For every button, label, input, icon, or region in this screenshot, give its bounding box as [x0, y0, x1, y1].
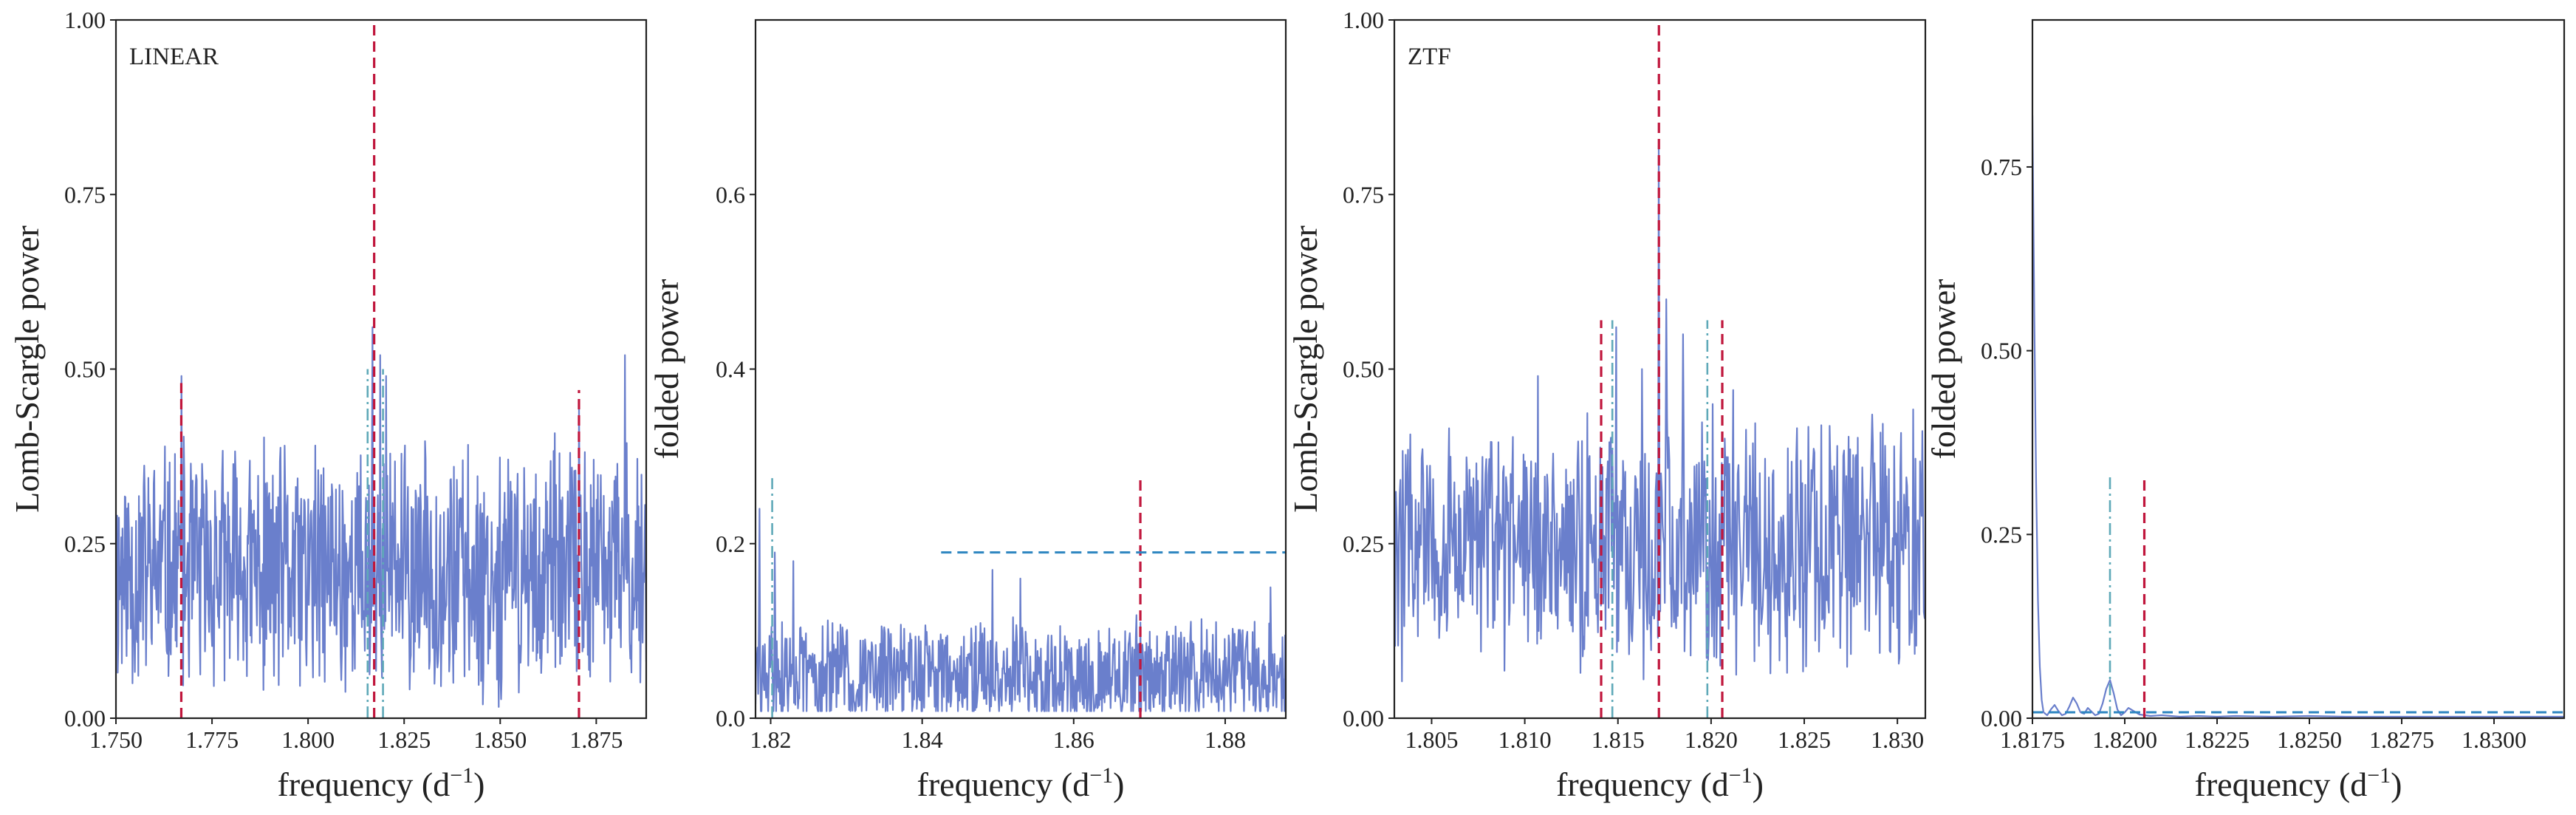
panel-label: LINEAR [129, 44, 219, 70]
x-axis-label: frequency (d−1) [278, 763, 485, 803]
x-tick-label: 1.8175 [2000, 726, 2065, 753]
y-tick-label: 0.25 [1981, 521, 2022, 548]
x-axis-label-close: ) [1753, 765, 1764, 803]
ticks-layer: 1.805 1.810 1.815 1.820 1.825 1.830 0.00 0.25 0.… [1343, 7, 1924, 753]
y-tick-label: 1.00 [1343, 7, 1384, 33]
x-axis-label-text: frequency (d [1556, 765, 1729, 803]
y-tick-label: 0.50 [1343, 356, 1384, 383]
x-tick-label: 1.820 [1685, 726, 1738, 753]
x-tick-label: 1.88 [1205, 726, 1246, 753]
ticks-layer: 1.750 1.775 1.800 1.825 1.850 1.875 0.00 0.25 0.… [64, 7, 623, 753]
x-tick-label: 1.805 [1405, 726, 1458, 753]
panel-1: 1.750 1.775 1.800 1.825 1.850 1.875 0.00 0.25 0.… [8, 7, 648, 803]
x-tick-label: 1.82 [750, 726, 792, 753]
x-axis-label-text: frequency (d [278, 765, 451, 803]
x-axis-label-superscript: −1 [1089, 763, 1113, 788]
x-axis-label-close: ) [2391, 765, 2402, 803]
x-axis-label-close: ) [1113, 765, 1124, 803]
y-tick-label: 0.25 [64, 531, 106, 557]
reference-lines-layer [1600, 20, 1724, 718]
reference-lines-layer [2032, 475, 2564, 718]
power-series-line [756, 508, 1286, 712]
ticks-layer: 1.82 1.84 1.86 1.88 0.0 0.2 0.4 0.6 [716, 181, 1246, 753]
x-axis-label-text: frequency (d [917, 765, 1090, 803]
y-tick-label: 0.2 [716, 531, 745, 557]
x-tick-label: 1.810 [1498, 726, 1552, 753]
power-series-line [116, 326, 646, 708]
x-axis-label-superscript: −1 [450, 763, 473, 788]
y-axis-label: folded power [648, 279, 685, 460]
x-tick-label: 1.875 [569, 726, 623, 753]
x-tick-label: 1.775 [185, 726, 239, 753]
x-tick-label: 1.830 [1871, 726, 1924, 753]
x-tick-label: 1.8275 [2369, 726, 2434, 753]
ticks-layer: 1.8175 1.8200 1.8225 1.8250 1.8275 1.8300 0.00… [1981, 154, 2527, 753]
y-tick-label: 0.4 [716, 356, 745, 383]
x-axis-label: frequency (d−1) [1556, 763, 1764, 803]
panel-2: 1.82 1.84 1.86 1.88 0.0 0.2 0.4 0.6 frequency (… [648, 18, 1287, 803]
x-axis-label-close: ) [473, 765, 484, 803]
x-tick-label: 1.86 [1053, 726, 1095, 753]
y-axis-label: Lomb-Scargle power [1287, 225, 1324, 513]
series-layer [116, 326, 646, 708]
x-tick-label: 1.84 [902, 726, 943, 753]
panel-label: ZTF [1408, 44, 1451, 70]
power-series-line [2032, 115, 2564, 718]
x-tick-label: 1.8250 [2277, 726, 2342, 753]
y-tick-label: 0.50 [64, 356, 106, 383]
x-tick-label: 1.750 [89, 726, 143, 753]
x-tick-label: 1.850 [473, 726, 527, 753]
y-tick-label: 0.0 [716, 705, 745, 732]
x-tick-label: 1.800 [281, 726, 335, 753]
y-tick-label: 0.75 [1343, 181, 1384, 208]
x-axis-label-text: frequency (d [2195, 765, 2368, 803]
x-tick-label: 1.8225 [2185, 726, 2250, 753]
y-tick-label: 0.75 [1981, 154, 2022, 180]
axes-frame [2031, 18, 2566, 720]
x-tick-label: 1.825 [1778, 726, 1831, 753]
x-axis-label: frequency (d−1) [917, 763, 1125, 803]
y-axis-label: folded power [1925, 279, 1962, 460]
x-axis-label-superscript: −1 [2367, 763, 2391, 788]
y-tick-label: 0.75 [64, 181, 106, 208]
series-layer [756, 508, 1286, 712]
reference-lines-layer [771, 478, 1286, 718]
x-tick-label: 1.815 [1592, 726, 1645, 753]
y-tick-label: 1.00 [64, 7, 106, 33]
panel-4: 1.8175 1.8200 1.8225 1.8250 1.8275 1.8300 0.00… [1925, 18, 2566, 803]
x-axis-label-superscript: −1 [1729, 763, 1753, 788]
panel-3: 1.805 1.810 1.815 1.820 1.825 1.830 0.00 0.25 0.… [1287, 7, 1927, 803]
y-tick-label: 0.00 [1343, 705, 1384, 732]
y-tick-label: 0.6 [716, 181, 745, 208]
x-tick-label: 1.825 [377, 726, 431, 753]
y-tick-label: 0.25 [1343, 531, 1384, 557]
x-axis-label: frequency (d−1) [2195, 763, 2402, 803]
y-tick-label: 0.00 [64, 705, 106, 732]
y-tick-label: 0.00 [1981, 705, 2022, 732]
reference-lines-layer [179, 20, 580, 718]
x-tick-label: 1.8200 [2092, 726, 2157, 753]
x-tick-label: 1.8300 [2462, 726, 2527, 753]
series-layer [2032, 115, 2564, 718]
y-axis-label: Lomb-Scargle power [8, 225, 46, 513]
y-tick-label: 0.50 [1981, 338, 2022, 364]
